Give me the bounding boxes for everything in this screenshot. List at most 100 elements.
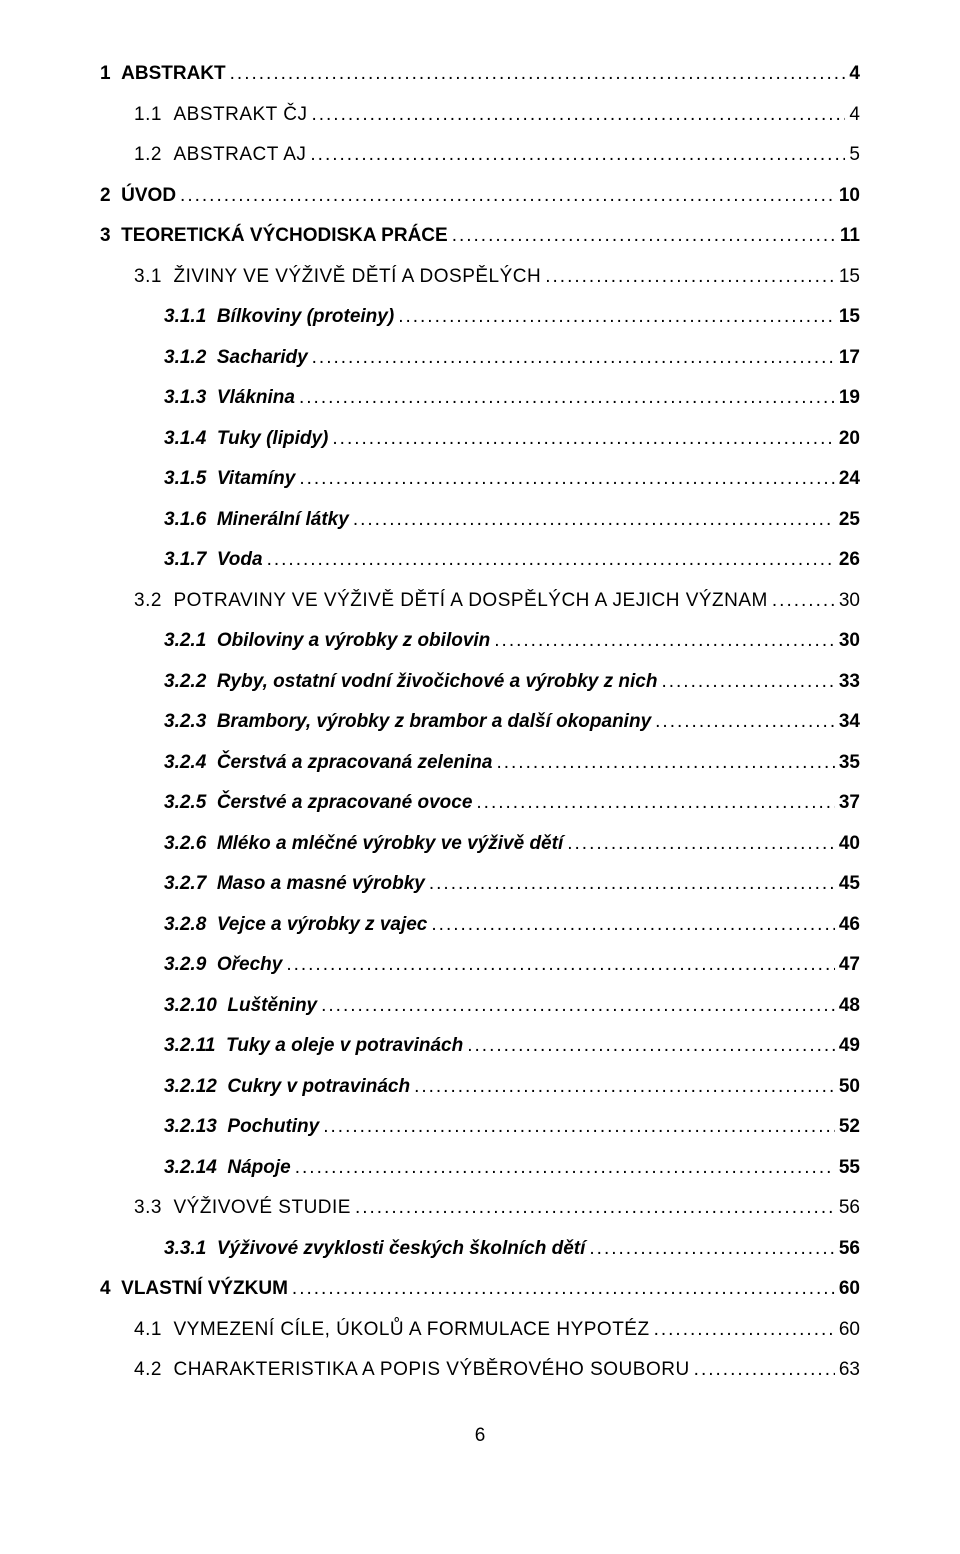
toc-leader-dots (310, 141, 845, 170)
toc-entry-page: 25 (839, 506, 860, 535)
toc-entry-label: 3.2.9 Ořechy (164, 951, 282, 980)
toc-entry-title: TEORETICKÁ VÝCHODISKA PRÁCE (121, 225, 448, 246)
toc-entry-label: 3.1.2 Sacharidy (164, 344, 308, 373)
toc-entry: 3.2.9 Ořechy47 (100, 951, 860, 980)
toc-entry-label: 3.1.1 Bílkoviny (proteiny) (164, 303, 394, 332)
toc-entry-number: 4.2 (134, 1359, 162, 1380)
toc-entry: 3.3 VÝŽIVOVÉ STUDIE 56 (100, 1194, 860, 1223)
toc-entry-number: 3.1.2 (164, 347, 206, 368)
toc-entry-page: 4 (849, 101, 860, 130)
toc-leader-dots (476, 789, 834, 818)
toc-entry-number: 3.3 (134, 1197, 162, 1218)
toc-leader-dots (267, 546, 835, 575)
toc-entry-page: 35 (839, 749, 860, 778)
toc-entry-title: VYMEZENÍ CÍLE, ÚKOLŮ A FORMULACE HYPOTÉZ (173, 1319, 649, 1340)
toc-entry-title: Tuky a oleje v potravinách (226, 1035, 463, 1056)
toc-entry-number: 3.1.1 (164, 306, 206, 327)
toc-entry-title: Čerstvá a zpracovaná zelenina (217, 752, 493, 773)
toc-leader-dots (332, 425, 834, 454)
toc-leader-dots (312, 344, 835, 373)
toc-entry-number: 1 (100, 63, 111, 84)
toc-entry-title: VÝŽIVOVÉ STUDIE (173, 1197, 350, 1218)
toc-entry-number: 3.1.7 (164, 549, 206, 570)
toc-entry-title: Nápoje (227, 1157, 290, 1178)
toc-entry-label: 3.2.6 Mléko a mléčné výrobky ve výživě d… (164, 830, 563, 859)
toc-entry-number: 3.2.7 (164, 873, 206, 894)
toc-entry-page: 60 (839, 1275, 860, 1304)
toc-entry-title: Sacharidy (217, 347, 308, 368)
toc-entry: 3.1.7 Voda26 (100, 546, 860, 575)
toc-entry-number: 3.2.6 (164, 833, 206, 854)
toc-entry: 3.1.3 Vláknina19 (100, 384, 860, 413)
toc-entry-page: 45 (839, 870, 860, 899)
toc-entry: 3.2.3 Brambory, výrobky z brambor a dalš… (100, 708, 860, 737)
toc-entry-page: 34 (839, 708, 860, 737)
toc-entry-page: 52 (839, 1113, 860, 1142)
toc-entry-title: ABSTRAKT (121, 63, 226, 84)
toc-entry: 3.1 ŽIVINY VE VÝŽIVĚ DĚTÍ A DOSPĚLÝCH15 (100, 263, 860, 292)
toc-entry-label: 3.2.13 Pochutiny (164, 1113, 319, 1142)
toc-entry-page: 33 (839, 668, 860, 697)
toc-leader-dots (321, 992, 835, 1021)
toc-entry-page: 15 (839, 303, 860, 332)
toc-entry-title: Bílkoviny (proteiny) (217, 306, 394, 327)
toc-entry: 3.2.10 Luštěniny48 (100, 992, 860, 1021)
toc-entry-page: 56 (839, 1194, 860, 1223)
toc-entry: 3.1.5 Vitamíny24 (100, 465, 860, 494)
toc-entry-title: ŽIVINY VE VÝŽIVĚ DĚTÍ A DOSPĚLÝCH (173, 266, 541, 287)
toc-entry-label: 3.2.14 Nápoje (164, 1154, 291, 1183)
toc-entry-page: 63 (839, 1356, 860, 1385)
toc-leader-dots (496, 749, 834, 778)
toc-entry-title: Vitamíny (217, 468, 296, 489)
toc-entry-label: 2 ÚVOD (100, 182, 176, 211)
toc-entry-label: 3.2.1 Obiloviny a výrobky z obilovin (164, 627, 490, 656)
toc-entry-number: 2 (100, 185, 111, 206)
toc-entry-page: 11 (840, 222, 860, 251)
toc-entry-page: 37 (839, 789, 860, 818)
toc-entry-number: 3.2.3 (164, 711, 206, 732)
toc-entry-number: 3.2.14 (164, 1157, 217, 1178)
toc-entry-number: 3.2 (134, 590, 162, 611)
toc-entry: 3.2.11 Tuky a oleje v potravinách49 (100, 1032, 860, 1061)
toc-entry: 3.2.13 Pochutiny 52 (100, 1113, 860, 1142)
toc-entry-title: Ořechy (217, 954, 282, 975)
toc-entry-number: 3.3.1 (164, 1238, 206, 1259)
toc-entry-number: 3.2.12 (164, 1076, 217, 1097)
toc-entry-number: 3.2.5 (164, 792, 206, 813)
toc-entry: 4.1 VYMEZENÍ CÍLE, ÚKOLŮ A FORMULACE HYP… (100, 1316, 860, 1345)
toc-entry-label: 3.1.4 Tuky (lipidy) (164, 425, 328, 454)
toc-entry-title: Obiloviny a výrobky z obilovin (217, 630, 490, 651)
toc-leader-dots (286, 951, 835, 980)
toc-entry-label: 3.2.8 Vejce a výrobky z vajec (164, 911, 427, 940)
toc-leader-dots (545, 263, 835, 292)
toc-entry: 3.2.2 Ryby, ostatní vodní živočichové a … (100, 668, 860, 697)
toc-leader-dots (353, 506, 835, 535)
toc-entry-label: 3.3 VÝŽIVOVÉ STUDIE (134, 1194, 351, 1223)
toc-entry-label: 3.1.7 Voda (164, 546, 263, 575)
toc-entry: 3.2 POTRAVINY VE VÝŽIVĚ DĚTÍ A DOSPĚLÝCH… (100, 587, 860, 616)
toc-entry-number: 3.2.13 (164, 1116, 217, 1137)
toc-leader-dots (567, 830, 835, 859)
toc-entry-number: 3 (100, 225, 111, 246)
table-of-contents: 1 ABSTRAKT41.1 ABSTRAKT ČJ41.2 ABSTRACT … (100, 60, 860, 1385)
toc-entry-label: 3.2.3 Brambory, výrobky z brambor a dalš… (164, 708, 651, 737)
toc-leader-dots (180, 182, 835, 211)
toc-entry-title: VLASTNÍ VÝZKUM (121, 1278, 288, 1299)
toc-entry-label: 4 VLASTNÍ VÝZKUM (100, 1275, 288, 1304)
toc-entry-page: 4 (849, 60, 860, 89)
toc-entry-title: Čerstvé a zpracované ovoce (217, 792, 473, 813)
toc-entry-page: 10 (839, 182, 860, 211)
toc-entry: 3.2.1 Obiloviny a výrobky z obilovin30 (100, 627, 860, 656)
toc-leader-dots (295, 1154, 835, 1183)
toc-entry: 2 ÚVOD 10 (100, 182, 860, 211)
toc-entry-title: POTRAVINY VE VÝŽIVĚ DĚTÍ A DOSPĚLÝCH A J… (173, 590, 767, 611)
toc-entry-label: 4.2 CHARAKTERISTIKA A POPIS VÝBĚROVÉHO S… (134, 1356, 690, 1385)
toc-leader-dots (654, 1316, 835, 1345)
toc-entry-number: 1.2 (134, 144, 162, 165)
toc-entry-page: 55 (839, 1154, 860, 1183)
toc-entry-number: 3.2.10 (164, 995, 217, 1016)
toc-entry-number: 3.1.4 (164, 428, 206, 449)
toc-entry: 3 TEORETICKÁ VÝCHODISKA PRÁCE 11 (100, 222, 860, 251)
toc-entry: 3.2.7 Maso a masné výrobky45 (100, 870, 860, 899)
toc-entry-number: 3.1.5 (164, 468, 206, 489)
